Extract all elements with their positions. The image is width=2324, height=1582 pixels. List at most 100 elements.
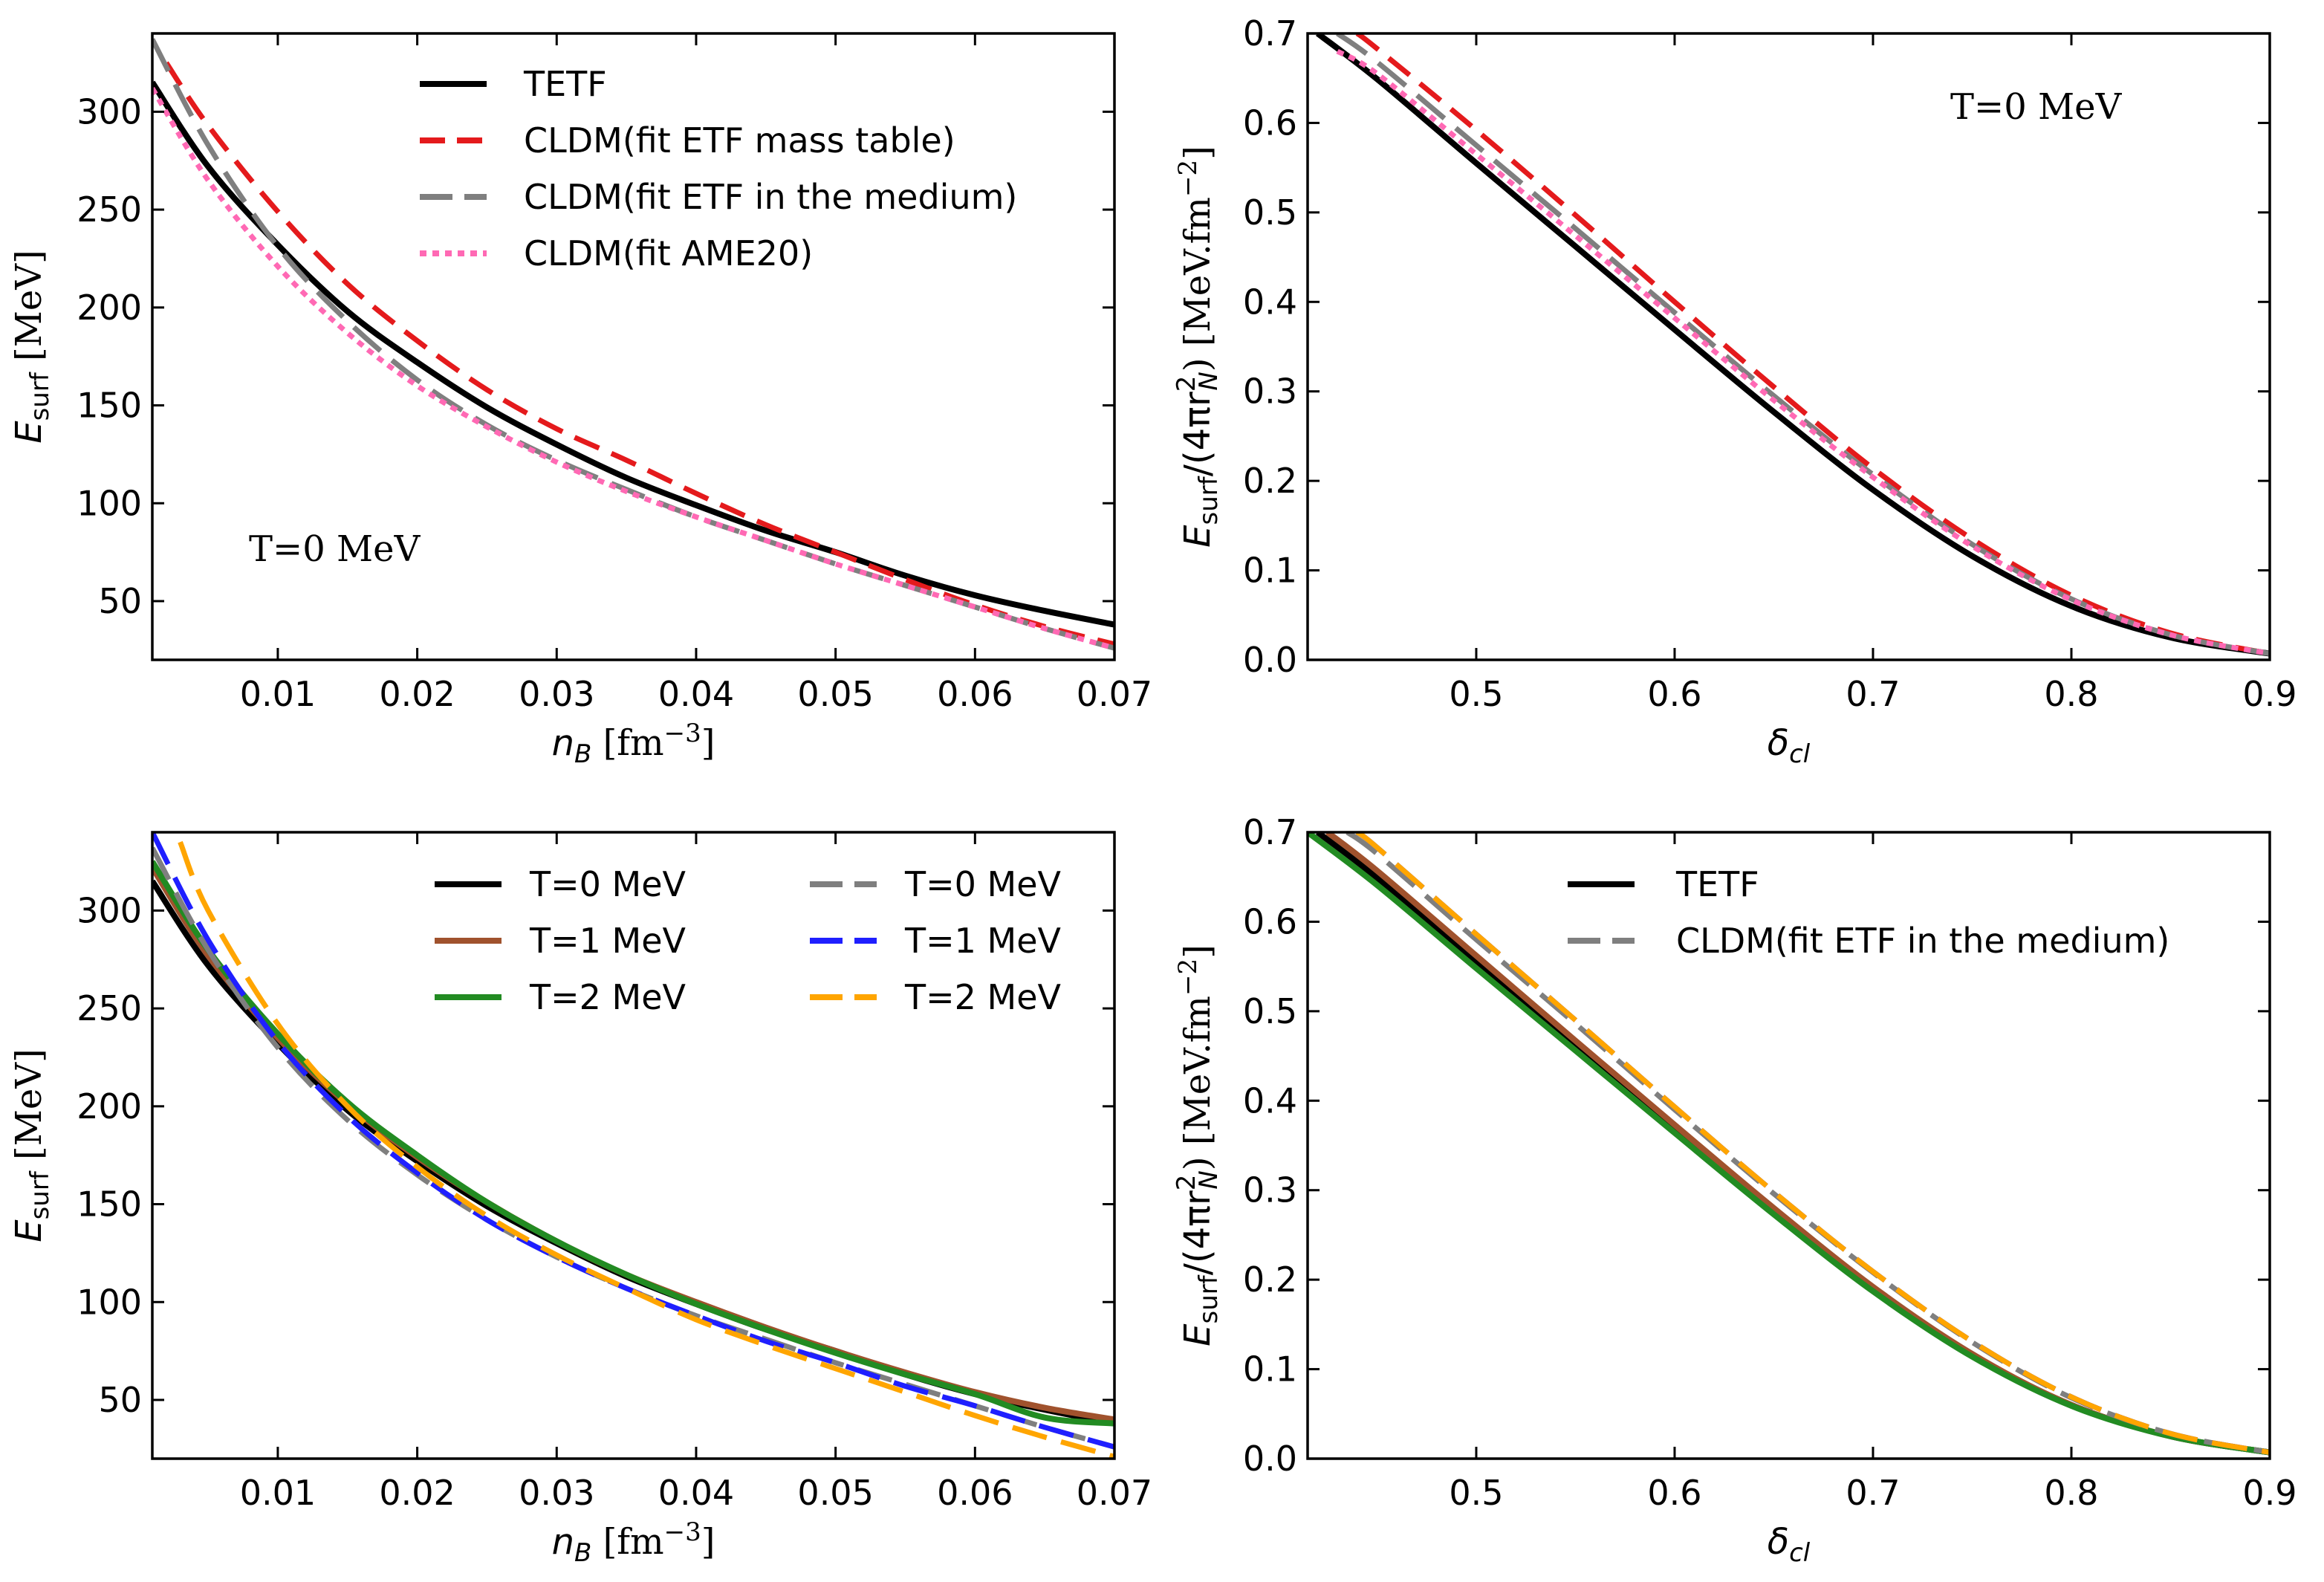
- x-tick-label: 0.02: [379, 1473, 455, 1513]
- x-tick-label: 0.06: [937, 674, 1013, 714]
- series-line-4: [152, 86, 1114, 651]
- y-tick-label: 150: [77, 386, 142, 426]
- y-tick-label: 0.0: [1243, 640, 1297, 680]
- annotation-label: T=0 MeV: [249, 528, 421, 570]
- x-tick-label: 0.06: [937, 1473, 1013, 1513]
- panel-br: 0.5 0.6 0.7 0.8 0.9 0.0 0.1 0.2 0.3 0.4 0.5 0.6 0.7 δ…: [1172, 812, 2297, 1568]
- y-axis-label: Esurf [MeV]: [8, 1048, 55, 1242]
- y-axis-label: Esurf/(4πr2N) [MeV.fm−2]: [1172, 944, 1224, 1346]
- x-tick-label: 0.6: [1647, 674, 1701, 714]
- y-axis-label: Esurf/(4πr2N) [MeV.fm−2]: [1172, 146, 1224, 548]
- axes-frame: [1306, 32, 2271, 661]
- series-line-3: [152, 38, 1114, 651]
- legend-label: CLDM(fit ETF in the medium): [524, 177, 1017, 217]
- x-tick-label: 0.9: [2242, 1473, 2297, 1513]
- series-line-6: [1355, 832, 2270, 1456]
- x-axis-label: δcl: [1768, 722, 1811, 769]
- x-tick-label: 0.07: [1077, 1473, 1152, 1513]
- y-tick-label: 0.1: [1243, 551, 1297, 591]
- x-tick-label: 0.03: [519, 674, 594, 714]
- series-group: [152, 38, 1114, 651]
- x-tick-label: 0.8: [2044, 1473, 2098, 1513]
- y-tick-label: 0.1: [1243, 1349, 1297, 1390]
- series-group: [152, 832, 1114, 1459]
- y-tick-label: 0.4: [1243, 282, 1297, 322]
- legend-label: TETF: [1675, 864, 1759, 904]
- x-tick-label: 0.05: [797, 1473, 873, 1513]
- annotation-label: T=0 MeV: [1950, 86, 2123, 128]
- y-tick-label: 150: [77, 1184, 142, 1225]
- legend: TETF CLDM(fit ETF mass table) CLDM(fit ETF…: [420, 64, 1017, 273]
- legend-label: CLDM(fit AME20): [524, 233, 813, 273]
- x-tick-label: 0.01: [240, 674, 316, 714]
- x-tick-label: 0.6: [1647, 1473, 1701, 1513]
- legend-label: T=0 MeV: [904, 864, 1062, 904]
- series-line-3: [1308, 832, 2270, 1456]
- x-tick-label: 0.5: [1449, 1473, 1503, 1513]
- y-tick-label: 100: [77, 1282, 142, 1322]
- legend-label: T=1 MeV: [904, 921, 1062, 961]
- y-tick-label: 0.2: [1243, 461, 1297, 501]
- y-tick-label: 0.0: [1243, 1439, 1297, 1479]
- x-axis-label: δcl: [1768, 1521, 1811, 1568]
- series-group: [1308, 832, 2270, 1456]
- legend-label: TETF: [523, 64, 607, 104]
- y-tick-label: 300: [77, 890, 142, 930]
- legend: T=0 MeV T=1 MeV T=2 MeV T=0 MeV T=1 MeV T=2 M…: [435, 864, 1062, 1017]
- x-axis-label: nB [fm−3]: [552, 719, 715, 769]
- x-tick-label: 0.7: [1846, 674, 1900, 714]
- series-line-6: [178, 840, 1114, 1459]
- axes-frame: [151, 32, 1116, 661]
- y-tick-label: 0.7: [1243, 13, 1297, 54]
- legend-label: T=2 MeV: [904, 977, 1062, 1017]
- x-tick-label: 0.5: [1449, 674, 1503, 714]
- panel-bl: 0.01 0.02 0.03 0.04 0.05 0.06 0.07 50 100 150 200 2…: [8, 831, 1152, 1568]
- series-line-3: [1336, 33, 2270, 657]
- legend-label: T=1 MeV: [529, 921, 687, 961]
- y-axis-label: Esurf [MeV]: [8, 250, 55, 443]
- y-tick-label: 250: [77, 189, 142, 230]
- series-group: [1315, 33, 2270, 657]
- x-axis-label: nB [fm−3]: [552, 1517, 715, 1568]
- series-line-3: [152, 860, 1114, 1427]
- y-tick-label: 0.7: [1243, 812, 1297, 852]
- x-tick-label: 0.7: [1846, 1473, 1900, 1513]
- series-line-4: [1336, 48, 2270, 657]
- y-tick-label: 300: [77, 91, 142, 132]
- y-tick-label: 50: [98, 581, 142, 621]
- legend-label: CLDM(fit ETF in the medium): [1676, 921, 2169, 961]
- x-tick-label: 0.02: [379, 674, 455, 714]
- x-tick-label: 0.8: [2044, 674, 2098, 714]
- series-line-1: [152, 879, 1114, 1427]
- y-tick-label: 0.3: [1243, 1170, 1297, 1210]
- x-tick-label: 0.03: [519, 1473, 594, 1513]
- panel-tl: 0.01 0.02 0.03 0.04 0.05 0.06 0.07 50 100 150 200 2…: [8, 32, 1152, 769]
- y-tick-label: 0.3: [1243, 372, 1297, 412]
- y-tick-label: 0.5: [1243, 991, 1297, 1031]
- y-tick-label: 50: [98, 1380, 142, 1420]
- panel-tr: 0.5 0.6 0.7 0.8 0.9 0.0 0.1 0.2 0.3 0.4 0.5 0.6 0.7 δ…: [1172, 13, 2297, 769]
- y-tick-label: 0.5: [1243, 192, 1297, 233]
- x-tick-label: 0.04: [658, 674, 734, 714]
- y-tick-label: 250: [77, 988, 142, 1028]
- series-line-1: [152, 80, 1114, 628]
- legend-label: CLDM(fit ETF mass table): [524, 120, 955, 161]
- x-tick-label: 0.05: [797, 674, 873, 714]
- series-line-2: [1355, 33, 2270, 657]
- x-tick-label: 0.9: [2242, 674, 2297, 714]
- y-tick-label: 0.6: [1243, 103, 1297, 143]
- y-tick-label: 0.4: [1243, 1080, 1297, 1121]
- series-line-1: [1315, 33, 2270, 657]
- y-tick-label: 0.2: [1243, 1260, 1297, 1300]
- axes-frame: [151, 831, 1116, 1460]
- y-tick-label: 100: [77, 483, 142, 523]
- legend-label: T=0 MeV: [529, 864, 687, 904]
- x-tick-label: 0.01: [240, 1473, 316, 1513]
- x-tick-label: 0.07: [1077, 674, 1152, 714]
- legend-label: T=2 MeV: [529, 977, 687, 1017]
- y-tick-label: 200: [77, 1086, 142, 1126]
- legend: TETF CLDM(fit ETF in the medium): [1568, 864, 2169, 961]
- y-tick-label: 200: [77, 288, 142, 328]
- axes-frame: [1306, 831, 2271, 1460]
